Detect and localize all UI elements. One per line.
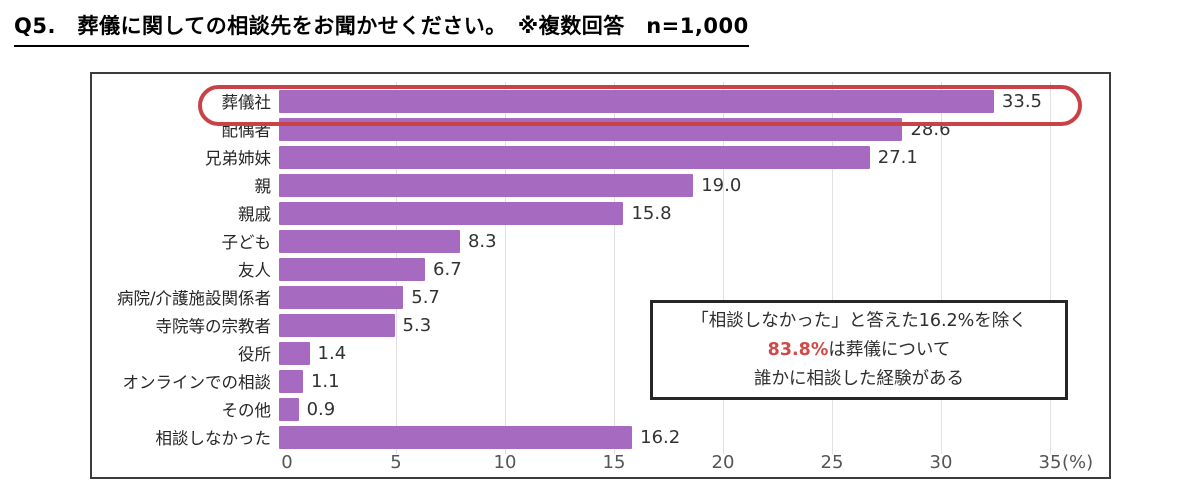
page-title: Q5. 葬儀に関しての相談先をお聞かせください。 ※複数回答 n=1,000 — [14, 10, 749, 47]
category-label: 相談しなかった — [155, 429, 272, 448]
bar-area: 16.2 — [279, 423, 1042, 451]
gridline — [1050, 82, 1051, 454]
bar — [279, 229, 460, 253]
bar-area: 5.7 — [279, 283, 1042, 311]
chart-row: 配偶者 28.6 — [92, 115, 1109, 143]
value-label: 33.5 — [1001, 90, 1042, 112]
chart-row: 役所 1.4 — [92, 339, 1109, 367]
value-label: 8.3 — [467, 230, 497, 252]
x-tick-label: 0 — [281, 452, 293, 473]
value-label: 1.4 — [317, 342, 347, 364]
bar — [279, 369, 303, 393]
x-tick-label: 15 — [602, 452, 626, 473]
bar — [279, 341, 310, 365]
chart-row: 子ども 8.3 — [92, 227, 1109, 255]
x-axis-unit-label: (%) — [1062, 452, 1094, 473]
category-label: 友人 — [238, 261, 271, 280]
value-label: 15.8 — [631, 202, 672, 224]
value-label: 1.1 — [310, 370, 340, 392]
bar-area: 33.5 — [279, 87, 1042, 115]
bar — [279, 257, 426, 281]
category-label: 役所 — [238, 345, 271, 364]
bar — [279, 313, 395, 337]
gridline — [614, 82, 615, 454]
chart-row: 相談しなかった 16.2 — [92, 423, 1109, 451]
x-tick-label: 30 — [929, 452, 953, 473]
bar — [279, 117, 903, 141]
category-label: 病院/介護施設関係者 — [116, 289, 271, 308]
bar — [279, 201, 624, 225]
x-tick-label: 5 — [390, 452, 402, 473]
chart-frame: 葬儀社 33.5 配偶者 28.6 兄弟姉妹 27.1 親 19.0 親戚 15.8 子ども 8.3 友… — [90, 72, 1111, 479]
bar — [279, 173, 694, 197]
chart-row: その他 0.9 — [92, 395, 1109, 423]
annotation-line-2: 83.8%は葬儀について — [653, 336, 1065, 365]
bar-area: 15.8 — [279, 199, 1042, 227]
bar-area: 28.6 — [279, 115, 1042, 143]
x-tick-label: 25 — [820, 452, 844, 473]
category-label: 兄弟姉妹 — [205, 149, 271, 168]
chart-row: 病院/介護施設関係者 5.7 — [92, 283, 1109, 311]
x-tick-label: 20 — [711, 452, 735, 473]
bar — [279, 285, 404, 309]
value-label: 6.7 — [433, 258, 462, 280]
category-label: 親戚 — [238, 205, 271, 224]
x-tick-label: 10 — [493, 452, 517, 473]
bar-area: 6.7 — [279, 255, 1042, 283]
bar-area: 19.0 — [279, 171, 1042, 199]
chart-row: 兄弟姉妹 27.1 — [92, 143, 1109, 171]
gridline — [723, 82, 724, 454]
bar-area: 5.3 — [279, 311, 1042, 339]
bar-rows: 葬儀社 33.5 配偶者 28.6 兄弟姉妹 27.1 親 19.0 親戚 15.8 子ども 8.3 友… — [92, 87, 1109, 451]
bar-area: 0.9 — [279, 395, 1042, 423]
bar-area: 8.3 — [279, 227, 1042, 255]
bar — [279, 89, 994, 113]
category-label: 配偶者 — [221, 121, 272, 140]
bar — [279, 397, 299, 421]
chart-row: 葬儀社 33.5 — [92, 87, 1109, 115]
value-label: 5.7 — [411, 286, 440, 308]
category-label: 寺院等の宗教者 — [155, 317, 272, 336]
bar-area: 1.4 — [279, 339, 1042, 367]
value-label: 16.2 — [640, 426, 681, 448]
bar-area: 1.1 — [279, 367, 1042, 395]
bar — [279, 425, 633, 449]
value-label: 28.6 — [910, 118, 951, 140]
category-label: その他 — [221, 401, 272, 420]
chart-row: オンラインでの相談 1.1 — [92, 367, 1109, 395]
value-label: 0.9 — [306, 398, 336, 420]
category-label: オンラインでの相談 — [122, 373, 272, 392]
value-label: 27.1 — [877, 146, 918, 168]
gridline — [505, 82, 506, 454]
annotation-line-2-rest: は葬儀について — [828, 339, 951, 360]
annotation-line-1: 「相談しなかった」と答えた16.2%を除く — [691, 310, 1027, 331]
annotation-highlight-percent: 83.8% — [767, 339, 829, 360]
annotation-box: 「相談しなかった」と答えた16.2%を除く 83.8%は葬儀について 誰かに相談… — [650, 300, 1068, 400]
chart-row: 親戚 15.8 — [92, 199, 1109, 227]
bar-area: 27.1 — [279, 143, 1042, 171]
chart-row: 寺院等の宗教者 5.3 — [92, 311, 1109, 339]
value-label: 5.3 — [402, 314, 432, 336]
chart-row: 友人 6.7 — [92, 255, 1109, 283]
chart-row: 親 19.0 — [92, 171, 1109, 199]
x-tick-label: 35 — [1038, 452, 1062, 473]
category-label: 葬儀社 — [221, 93, 272, 112]
gridline — [832, 82, 833, 454]
category-label: 子ども — [221, 233, 272, 252]
value-label: 19.0 — [701, 174, 742, 196]
x-axis: 0 5 10 15 20 25 30 35 (%) — [92, 452, 1109, 478]
bar — [279, 145, 870, 169]
annotation-line-3: 誰かに相談した経験がある — [754, 368, 964, 389]
category-label: 親 — [254, 177, 272, 196]
gridline — [941, 82, 942, 454]
